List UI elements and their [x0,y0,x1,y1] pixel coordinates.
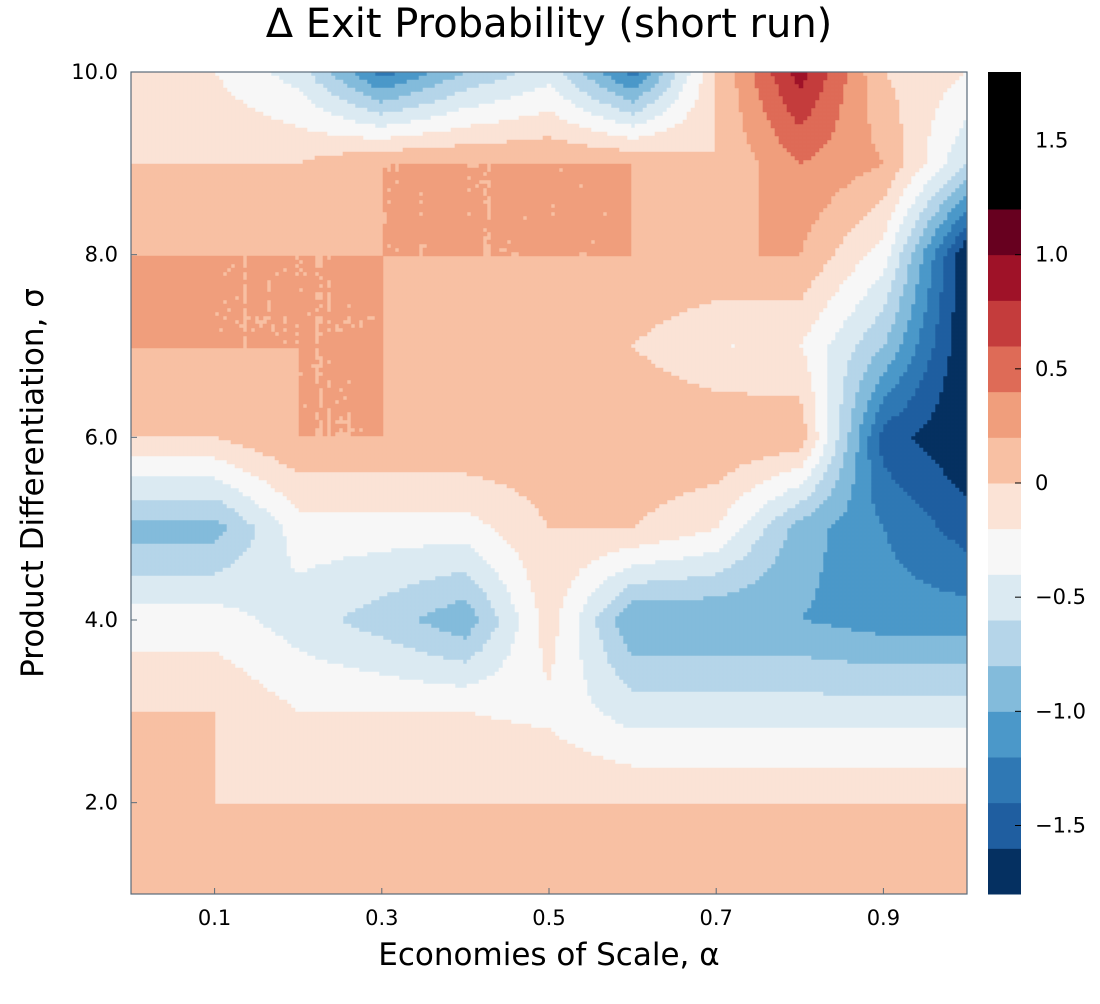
colorbar-segment [988,665,1021,712]
y-tick-label: 10.0 [71,60,118,84]
x-tick-label: 0.5 [532,906,565,930]
contour-band-13 [790,71,808,89]
colorbar-tick-label: −1.0 [1035,699,1086,723]
y-tick-label: 4.0 [85,608,118,632]
y-tick-label: 6.0 [85,425,118,449]
y-axis-label: Product Differentiation, σ [15,288,51,678]
x-axis: 0.1 0.3 0.5 0.7 0.9 [198,888,900,930]
y-axis: 2.0 4.0 6.0 8.0 10.0 [71,60,137,815]
colorbar-segment [988,209,1021,256]
colorbar-segment [988,437,1021,484]
colorbar: 1.5 1.0 0.5 0 −0.5 −1.0 −1.5 [988,72,1086,895]
x-tick-label: 0.9 [867,906,900,930]
y-tick-label: 2.0 [85,791,118,815]
colorbar-tick-label: 1.0 [1035,243,1068,267]
x-axis-label: Economies of Scale, α [378,937,719,973]
x-tick-label: 0.1 [198,906,231,930]
contour-band-12 [770,71,828,125]
contour-band-10 [130,71,884,437]
contour-band-8 [130,71,968,805]
colorbar-tick-label: 0.5 [1035,357,1068,381]
colorbar-segment [988,483,1021,530]
colorbar-segment [988,300,1021,347]
plot-area [130,71,968,895]
colorbar-segment [988,163,1021,210]
chart-title: Δ Exit Probability (short run) [266,1,833,47]
colorbar-segment [988,391,1021,438]
colorbar-segment [988,711,1021,758]
colorbar-segment [988,72,1021,119]
colorbar-segment [988,620,1021,667]
y-tick-label: 8.0 [85,243,118,267]
colorbar-segment [988,254,1021,301]
contour-band-9 [130,71,968,895]
contour-band-11 [754,71,848,165]
colorbar-tick-label: 0 [1035,471,1048,495]
colorbar-segment [988,757,1021,804]
x-tick-label: 0.3 [365,906,398,930]
colorbar-segment [988,528,1021,575]
colorbar-tick-label: 1.5 [1035,129,1068,153]
colorbar-tick-label: −0.5 [1035,585,1086,609]
x-tick-label: 0.7 [699,906,732,930]
colorbar-segment [988,848,1021,895]
colorbar-tick-label: −1.5 [1035,814,1086,838]
